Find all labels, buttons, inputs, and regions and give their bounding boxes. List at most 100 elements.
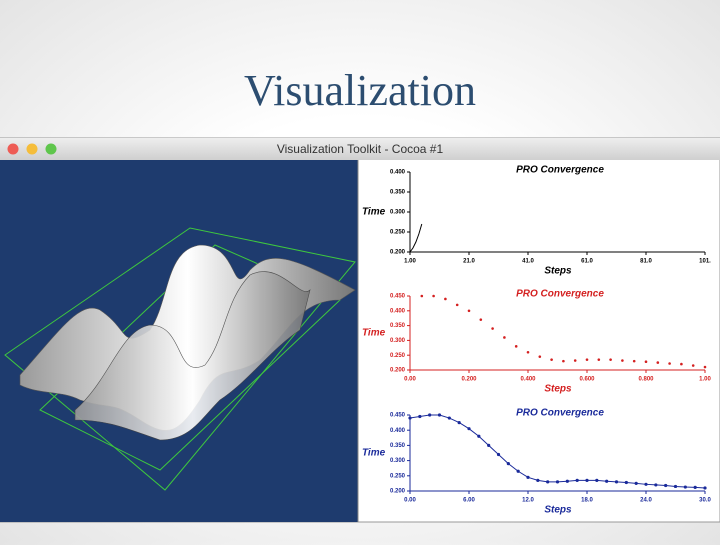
data-point — [526, 350, 530, 354]
data-point — [585, 478, 589, 482]
zoom-button[interactable] — [45, 143, 57, 155]
y-axis-label: Time — [362, 448, 386, 459]
data-point — [432, 294, 435, 298]
data-point — [420, 294, 424, 298]
x-tick-label: 0.00 — [404, 498, 416, 504]
slide-title: Visualization — [244, 66, 476, 115]
data-point — [455, 303, 459, 307]
y-tick-label: 0.450 — [390, 294, 406, 300]
data-point — [538, 355, 542, 358]
y-tick-label: 0.400 — [390, 170, 406, 176]
y-tick-label: 0.350 — [390, 323, 406, 329]
data-line — [409, 223, 423, 253]
x-tick-label: 61.0 — [581, 259, 593, 265]
y-tick-label: 0.450 — [390, 413, 406, 419]
data-point — [656, 361, 660, 364]
data-point — [634, 481, 638, 485]
x-tick-label: 1.00 — [699, 377, 711, 383]
data-point — [536, 478, 540, 482]
data-point — [428, 413, 432, 417]
data-point — [573, 359, 577, 362]
data-point — [680, 362, 683, 366]
x-tick-label: 24.0 — [640, 498, 652, 504]
data-point — [562, 359, 565, 363]
data-point — [693, 485, 697, 489]
y-tick-label: 0.350 — [390, 190, 406, 196]
data-point — [624, 480, 628, 485]
data-point — [408, 416, 412, 420]
minimize-button[interactable] — [26, 143, 38, 155]
title-bar — [0, 138, 720, 160]
data-point — [644, 360, 648, 364]
data-point — [516, 469, 520, 473]
data-point — [496, 452, 501, 457]
x-tick-label: 0.200 — [461, 377, 477, 383]
x-tick-label: 101. — [699, 259, 711, 265]
x-tick-label: 18.0 — [581, 498, 593, 504]
data-point — [546, 480, 550, 484]
data-point — [703, 365, 707, 369]
y-tick-label: 0.400 — [390, 428, 406, 434]
y-tick-label: 0.250 — [390, 353, 406, 359]
window-title: Visualization Toolkit - Cocoa #1 — [277, 142, 444, 156]
y-tick-label: 0.250 — [390, 473, 406, 479]
x-axis-label: Steps — [544, 384, 572, 395]
data-point — [585, 358, 589, 361]
x-tick-label: 6.00 — [463, 498, 475, 504]
data-point — [477, 434, 481, 438]
data-point — [595, 478, 599, 482]
x-tick-label: 0.800 — [638, 377, 654, 383]
data-point — [668, 362, 671, 365]
data-point — [664, 483, 668, 488]
data-point — [632, 359, 636, 363]
data-point — [550, 358, 553, 361]
surface-render — [4, 227, 356, 491]
x-tick-label: 21.0 — [463, 259, 475, 265]
data-point — [621, 359, 624, 362]
y-axis-label: Time — [362, 207, 386, 218]
y-tick-label: 0.300 — [390, 338, 406, 344]
data-point — [565, 479, 569, 483]
y-tick-label: 0.350 — [390, 443, 406, 449]
close-button[interactable] — [7, 143, 19, 155]
chart-title: PRO Convergence — [516, 165, 604, 176]
data-point — [609, 358, 612, 361]
x-axis-label: Steps — [544, 505, 572, 516]
data-point — [691, 364, 695, 367]
data-point — [644, 482, 648, 486]
data-point — [555, 480, 560, 484]
data-point — [491, 327, 494, 330]
y-tick-label: 0.200 — [390, 250, 406, 256]
data-point — [487, 443, 491, 447]
x-axis-label: Steps — [544, 266, 572, 277]
data-point — [654, 483, 658, 487]
data-point — [447, 416, 451, 420]
y-tick-label: 0.200 — [390, 489, 406, 495]
data-point — [605, 479, 609, 483]
data-point — [418, 414, 422, 419]
data-point — [575, 478, 579, 482]
x-tick-label: 0.00 — [404, 377, 416, 383]
data-point — [506, 462, 510, 466]
x-tick-label: 0.400 — [520, 377, 536, 383]
data-point — [437, 413, 442, 417]
data-point — [467, 309, 471, 313]
chart-title: PRO Convergence — [516, 289, 604, 300]
y-tick-label: 0.200 — [390, 368, 406, 374]
x-tick-label: 41.0 — [522, 259, 534, 265]
data-point — [597, 358, 601, 361]
data-point — [444, 297, 447, 301]
y-tick-label: 0.300 — [390, 458, 406, 464]
data-point — [614, 480, 619, 484]
data-point — [457, 421, 461, 425]
data-point — [503, 336, 506, 339]
data-point — [479, 318, 483, 321]
y-tick-label: 0.250 — [390, 230, 406, 236]
x-tick-label: 30.0 — [699, 498, 711, 504]
data-point — [526, 475, 530, 479]
x-tick-label: 1.00 — [404, 259, 416, 265]
x-tick-label: 12.0 — [522, 498, 534, 504]
data-point — [703, 486, 707, 490]
